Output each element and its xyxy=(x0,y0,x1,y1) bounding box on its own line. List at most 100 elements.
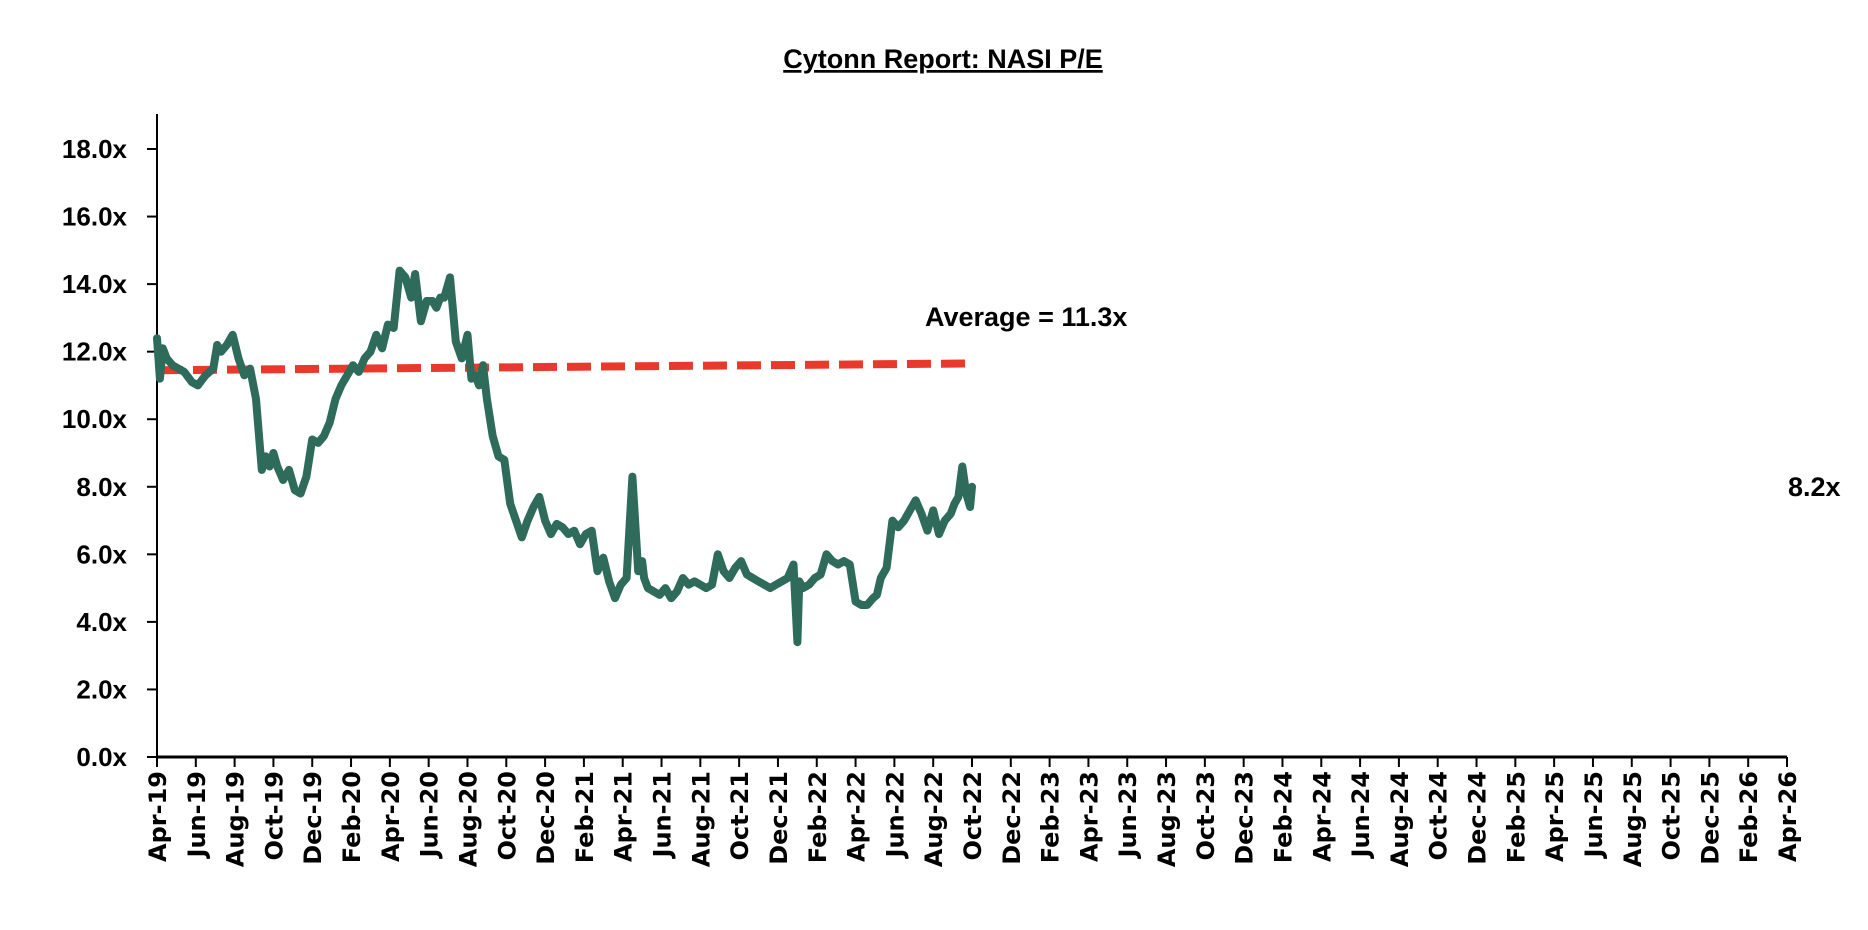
data-point xyxy=(420,321,421,322)
data-point xyxy=(647,588,648,589)
series-layer xyxy=(0,266,976,647)
data-point xyxy=(323,436,324,437)
data-point xyxy=(568,534,569,535)
x-tick-label: Oct-21 xyxy=(726,771,754,860)
data-point xyxy=(269,466,270,467)
data-point xyxy=(318,442,319,443)
data-point xyxy=(659,594,660,595)
data-point xyxy=(614,598,615,599)
data-point xyxy=(880,577,881,578)
data-point xyxy=(838,564,839,565)
data-point xyxy=(886,567,887,568)
data-point xyxy=(580,544,581,545)
x-tick-label: Jun-19 xyxy=(183,771,211,859)
data-point xyxy=(387,324,388,325)
data-point xyxy=(609,581,610,582)
x-tick-label: Feb-22 xyxy=(804,771,832,863)
data-point xyxy=(562,527,563,528)
data-point xyxy=(352,365,353,366)
y-tick-label: 0.0x xyxy=(76,742,127,772)
data-point xyxy=(0,517,1,518)
data-point xyxy=(306,476,307,477)
data-point xyxy=(603,557,604,558)
y-tick-label: 6.0x xyxy=(76,539,127,569)
data-point xyxy=(341,385,342,386)
x-tick-label: Feb-24 xyxy=(1269,771,1297,863)
data-point xyxy=(440,297,441,298)
data-point xyxy=(826,554,827,555)
data-point xyxy=(539,496,540,497)
y-tick-label: 18.0x xyxy=(62,134,128,164)
data-point xyxy=(393,328,394,329)
data-point xyxy=(597,571,598,572)
data-point xyxy=(706,588,707,589)
x-tick-label: Feb-20 xyxy=(338,771,366,863)
data-point xyxy=(213,368,214,369)
data-point xyxy=(455,341,456,342)
x-tick-label: Oct-23 xyxy=(1192,771,1220,860)
y-tick-label: 16.0x xyxy=(62,202,128,232)
data-point xyxy=(376,334,377,335)
y-tick-label: 8.0x xyxy=(76,472,127,502)
data-point xyxy=(644,577,645,578)
data-point xyxy=(861,605,862,606)
x-tick-label: Jun-24 xyxy=(1347,771,1375,859)
data-point xyxy=(653,591,654,592)
data-point xyxy=(752,577,753,578)
data-point xyxy=(688,584,689,585)
data-point xyxy=(162,348,163,349)
data-point xyxy=(329,422,330,423)
data-point xyxy=(972,486,973,487)
data-point xyxy=(797,642,798,643)
x-tick-label: Dec-19 xyxy=(299,771,327,865)
data-point xyxy=(746,574,747,575)
data-point xyxy=(411,297,412,298)
data-point xyxy=(157,338,158,339)
data-point xyxy=(533,507,534,508)
data-point xyxy=(238,358,239,359)
data-point xyxy=(632,476,633,477)
y-tick-label: 12.0x xyxy=(62,337,128,367)
data-point xyxy=(867,605,868,606)
data-point xyxy=(711,584,712,585)
data-point xyxy=(415,273,416,274)
data-point xyxy=(950,513,951,514)
data-point xyxy=(426,301,427,302)
data-point xyxy=(521,537,522,538)
data-point xyxy=(723,571,724,572)
data-point xyxy=(312,439,313,440)
data-point xyxy=(591,530,592,531)
data-point xyxy=(694,581,695,582)
y-tick-label: 4.0x xyxy=(76,607,127,637)
data-point xyxy=(232,334,233,335)
data-point xyxy=(226,344,227,345)
data-point xyxy=(729,577,730,578)
data-point xyxy=(461,358,462,359)
data-point xyxy=(939,534,940,535)
data-point xyxy=(184,371,185,372)
data-point xyxy=(855,601,856,602)
average-line xyxy=(158,359,970,375)
data-point xyxy=(515,520,516,521)
data-point xyxy=(498,456,499,457)
data-point xyxy=(958,496,959,497)
data-point xyxy=(364,358,365,359)
data-point xyxy=(159,378,160,379)
data-point xyxy=(758,581,759,582)
x-tick-label: Aug-25 xyxy=(1619,771,1647,867)
x-tick-label: Feb-26 xyxy=(1735,771,1763,863)
data-point xyxy=(954,503,955,504)
x-tick-label: Apr-21 xyxy=(610,771,638,862)
y-tick-label: 2.0x xyxy=(76,674,127,704)
data-point xyxy=(217,344,218,345)
data-point xyxy=(471,378,472,379)
y-axis: 0.0x 2.0x 4.0x 6.0x 8.0x 10.0x 12.0x 14.0x 16.0x… xyxy=(62,114,158,772)
data-point xyxy=(370,351,371,352)
x-tick-label: Dec-25 xyxy=(1696,771,1724,865)
data-point xyxy=(265,456,266,457)
data-point xyxy=(904,520,905,521)
data-point xyxy=(585,534,586,535)
data-point xyxy=(244,375,245,376)
data-point xyxy=(283,480,284,481)
x-tick-label: Apr-22 xyxy=(843,771,871,862)
